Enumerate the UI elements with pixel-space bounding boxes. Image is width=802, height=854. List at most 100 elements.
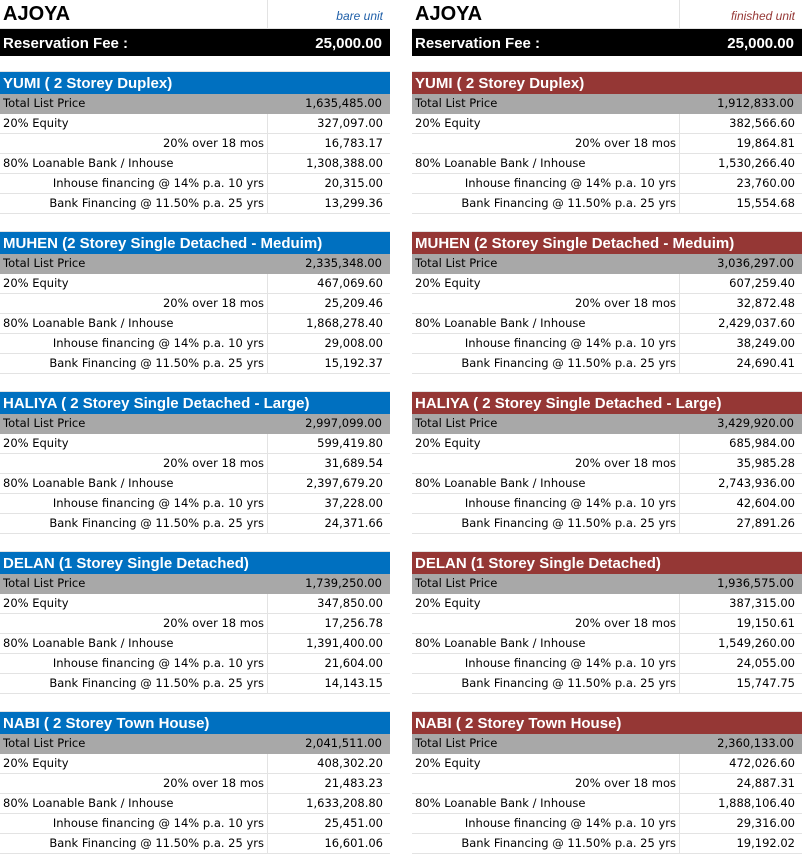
row-value: 14,143.15 xyxy=(267,674,383,693)
row-label: 20% Equity xyxy=(3,756,69,770)
total-list-price-row: Total List Price 2,997,099.00 xyxy=(0,414,390,434)
row-value: 347,850.00 xyxy=(267,594,383,613)
reservation-fee-row: Reservation Fee : 25,000.00 xyxy=(412,29,802,56)
row-value: 25,209.46 xyxy=(267,294,383,313)
row-label: Total List Price xyxy=(415,256,498,270)
row-label: Inhouse financing @ 14% p.a. 10 yrs xyxy=(52,656,264,670)
row-value: 2,335,348.00 xyxy=(305,256,382,270)
row-value: 1,868,278.40 xyxy=(267,314,383,333)
inhouse-financing-row: Inhouse financing @ 14% p.a. 10 yrs 25,45… xyxy=(0,814,390,834)
row-value: 16,783.17 xyxy=(267,134,383,153)
row-label: 20% Equity xyxy=(415,276,481,290)
row-value: 2,397,679.20 xyxy=(267,474,383,493)
row-value: 24,690.41 xyxy=(679,354,795,373)
row-label: Total List Price xyxy=(3,736,86,750)
equity-monthly-row: 20% over 18 mos 16,783.17 xyxy=(0,134,390,154)
row-value: 19,150.61 xyxy=(679,614,795,633)
row-value: 15,554.68 xyxy=(679,194,795,213)
row-label: 80% Loanable Bank / Inhouse xyxy=(415,796,586,810)
row-value: 2,997,099.00 xyxy=(305,416,382,430)
reservation-fee-row: Reservation Fee : 25,000.00 xyxy=(0,29,390,56)
row-value: 21,483.23 xyxy=(267,774,383,793)
row-value: 607,259.40 xyxy=(679,274,795,293)
spacer-row xyxy=(0,534,390,552)
row-value: 27,891.26 xyxy=(679,514,795,533)
equity-monthly-row: 20% over 18 mos 19,150.61 xyxy=(412,614,802,634)
model-header: HALIYA ( 2 Storey Single Detached - Larg… xyxy=(412,392,802,414)
row-label: 20% over 18 mos xyxy=(574,296,676,310)
bank-financing-row: Bank Financing @ 11.50% p.a. 25 yrs 16,60… xyxy=(0,834,390,854)
loanable-row: 80% Loanable Bank / Inhouse 1,391,400.00 xyxy=(0,634,390,654)
row-label: 20% over 18 mos xyxy=(162,776,264,790)
row-value: 467,069.60 xyxy=(267,274,383,293)
row-value: 408,302.20 xyxy=(267,754,383,773)
row-label: Total List Price xyxy=(3,576,86,590)
total-list-price-row: Total List Price 1,936,575.00 xyxy=(412,574,802,594)
row-value: 15,747.75 xyxy=(679,674,795,693)
total-list-price-row: Total List Price 1,912,833.00 xyxy=(412,94,802,114)
row-value: 29,008.00 xyxy=(267,334,383,353)
model-header: MUHEN (2 Storey Single Detached - Meduim… xyxy=(0,232,390,254)
row-label: 20% over 18 mos xyxy=(574,616,676,630)
loanable-row: 80% Loanable Bank / Inhouse 1,633,208.80 xyxy=(0,794,390,814)
total-list-price-row: Total List Price 1,635,485.00 xyxy=(0,94,390,114)
model-name: NABI ( 2 Storey Town House) xyxy=(3,715,210,732)
row-label: 20% Equity xyxy=(3,596,69,610)
row-value: 24,371.66 xyxy=(267,514,383,533)
row-label: 20% Equity xyxy=(3,276,69,290)
inhouse-financing-row: Inhouse financing @ 14% p.a. 10 yrs 23,76… xyxy=(412,174,802,194)
row-label: 20% Equity xyxy=(3,116,69,130)
model-header: DELAN (1 Storey Single Detached) xyxy=(0,552,390,574)
model-name: DELAN (1 Storey Single Detached) xyxy=(415,555,661,572)
project-title: AJOYA xyxy=(415,3,483,25)
row-value: 1,912,833.00 xyxy=(717,96,794,110)
model-header: NABI ( 2 Storey Town House) xyxy=(0,712,390,734)
loanable-row: 80% Loanable Bank / Inhouse 2,743,936.00 xyxy=(412,474,802,494)
row-value: 17,256.78 xyxy=(267,614,383,633)
row-label: Bank Financing @ 11.50% p.a. 25 yrs xyxy=(49,356,264,370)
row-value: 35,985.28 xyxy=(679,454,795,473)
row-label: Inhouse financing @ 14% p.a. 10 yrs xyxy=(464,816,676,830)
row-label: 20% over 18 mos xyxy=(162,136,264,150)
total-list-price-row: Total List Price 3,429,920.00 xyxy=(412,414,802,434)
row-value: 2,041,511.00 xyxy=(305,736,382,750)
row-label: Total List Price xyxy=(3,416,86,430)
row-label: Bank Financing @ 11.50% p.a. 25 yrs xyxy=(461,676,676,690)
row-value: 37,228.00 xyxy=(267,494,383,513)
row-label: Total List Price xyxy=(415,416,498,430)
row-value: 1,549,260.00 xyxy=(679,634,795,653)
row-label: 80% Loanable Bank / Inhouse xyxy=(3,636,174,650)
row-value: 3,429,920.00 xyxy=(717,416,794,430)
row-value: 24,055.00 xyxy=(679,654,795,673)
total-list-price-row: Total List Price 2,041,511.00 xyxy=(0,734,390,754)
row-label: 20% Equity xyxy=(3,436,69,450)
model-name: MUHEN (2 Storey Single Detached - Meduim… xyxy=(3,235,323,252)
row-label: 80% Loanable Bank / Inhouse xyxy=(415,476,586,490)
spacer-row xyxy=(412,214,802,232)
row-value: 1,936,575.00 xyxy=(717,576,794,590)
model-name: NABI ( 2 Storey Town House) xyxy=(415,715,622,732)
row-value: 1,633,208.80 xyxy=(267,794,383,813)
bank-financing-row: Bank Financing @ 11.50% p.a. 25 yrs 13,29… xyxy=(0,194,390,214)
row-label: 20% Equity xyxy=(415,596,481,610)
spacer-row xyxy=(412,694,802,712)
row-label: 80% Loanable Bank / Inhouse xyxy=(415,636,586,650)
loanable-row: 80% Loanable Bank / Inhouse 2,397,679.20 xyxy=(0,474,390,494)
row-value: 16,601.06 xyxy=(267,834,383,853)
row-value: 472,026.60 xyxy=(679,754,795,773)
row-label: 80% Loanable Bank / Inhouse xyxy=(3,796,174,810)
model-name: HALIYA ( 2 Storey Single Detached - Larg… xyxy=(3,395,310,412)
row-label: 20% over 18 mos xyxy=(162,296,264,310)
row-label: Inhouse financing @ 14% p.a. 10 yrs xyxy=(464,176,676,190)
row-value: 2,429,037.60 xyxy=(679,314,795,333)
equity-row: 20% Equity 685,984.00 xyxy=(412,434,802,454)
equity-monthly-row: 20% over 18 mos 17,256.78 xyxy=(0,614,390,634)
spacer-row xyxy=(0,56,390,72)
row-value: 1,308,388.00 xyxy=(267,154,383,173)
row-value: 13,299.36 xyxy=(267,194,383,213)
row-value: 24,887.31 xyxy=(679,774,795,793)
total-list-price-row: Total List Price 2,360,133.00 xyxy=(412,734,802,754)
reservation-fee-value: 25,000.00 xyxy=(727,35,794,52)
equity-monthly-row: 20% over 18 mos 25,209.46 xyxy=(0,294,390,314)
model-header: YUMI ( 2 Storey Duplex) xyxy=(0,72,390,94)
